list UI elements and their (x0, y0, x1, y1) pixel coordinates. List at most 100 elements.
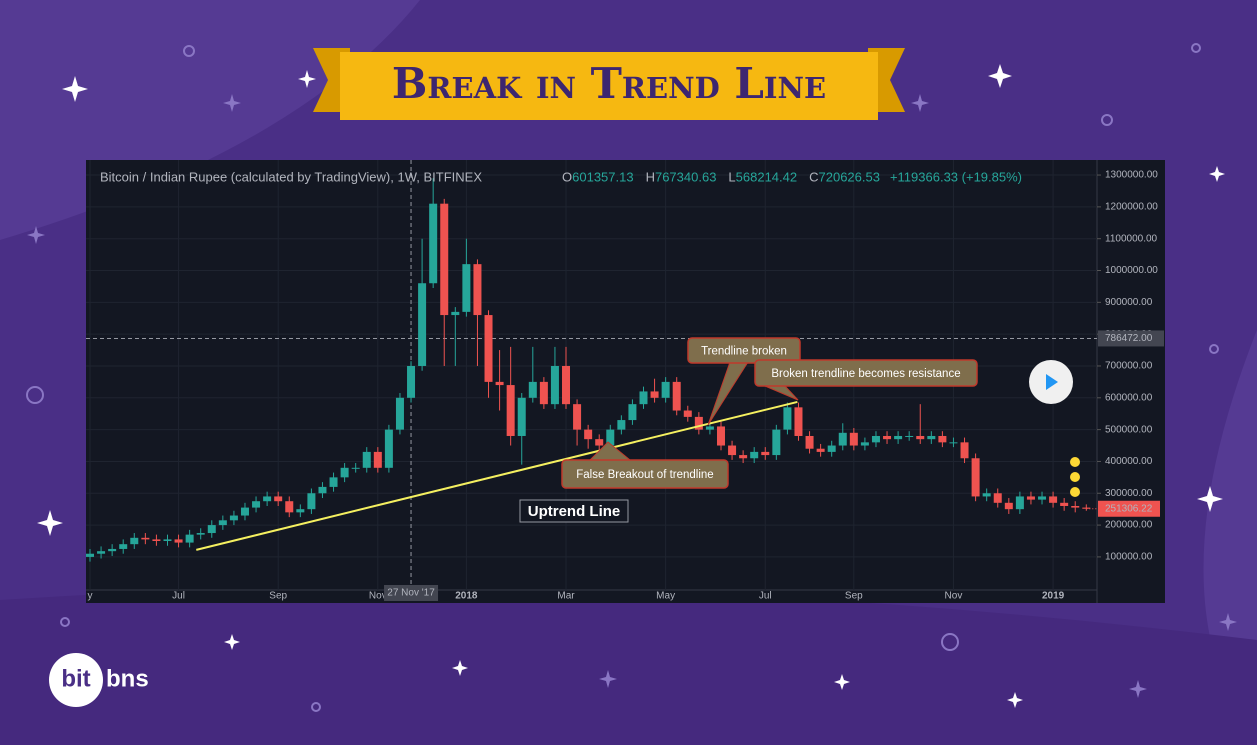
candle-body (1004, 502, 1013, 510)
candle-body (407, 365, 416, 398)
ohlc-key: H (646, 169, 655, 184)
y-tick-label: 500000.00 (1105, 424, 1153, 435)
candle-body (949, 442, 958, 444)
candle-body (794, 407, 803, 436)
candle-body (1026, 496, 1035, 500)
candle-body (606, 429, 615, 446)
candle-body (318, 486, 327, 494)
y-tick-label: 900000.00 (1105, 297, 1153, 308)
candle-body (927, 435, 936, 440)
candle-body (938, 435, 947, 443)
candle-body (849, 432, 858, 446)
stars (37, 64, 1225, 708)
last-price-label: 251306.22 (1105, 503, 1153, 514)
candle-body (761, 451, 770, 456)
candle-body (163, 539, 172, 541)
y-tick-label: 600000.00 (1105, 392, 1153, 403)
candle-body (130, 537, 139, 545)
candle-body (739, 455, 748, 459)
candle-body (617, 420, 626, 430)
logo-badge (49, 653, 103, 707)
dot (1070, 472, 1080, 482)
x-tick-label: Sep (845, 591, 863, 602)
candle-body (185, 534, 194, 543)
candle-body (905, 435, 914, 437)
chart-panel (86, 160, 1165, 603)
x-tick-label: Nov (945, 591, 963, 602)
candle-body (883, 435, 892, 440)
ohlc-value: 568214.42 (736, 169, 797, 184)
candle-body (506, 385, 515, 436)
candle-body (916, 435, 925, 440)
candle-body (661, 381, 670, 398)
y-tick-label: 1200000.00 (1105, 202, 1158, 213)
x-tick-label: Sep (269, 591, 287, 602)
candle-body (827, 445, 836, 452)
bg-shape (0, 586, 1257, 745)
candle-body (1038, 496, 1047, 500)
candle-body (119, 544, 128, 549)
y-tick-label: 200000.00 (1105, 520, 1153, 531)
candle-body (484, 315, 493, 382)
candle-body (462, 264, 471, 312)
chart: 100000.00 200000.00 300000.00 400000.00 5000… (86, 160, 1164, 602)
candle-body (650, 391, 659, 398)
ribbon (340, 52, 878, 120)
candle-body (971, 458, 980, 497)
candle-body (108, 548, 117, 552)
candle-body (274, 496, 283, 502)
last-price-box (1098, 500, 1160, 517)
candle-body (86, 553, 94, 557)
candle-body (1049, 496, 1058, 503)
ohlc-key: O (562, 169, 572, 184)
callout-text: Broken trendline becomes resistance (771, 368, 960, 380)
ohlc-value: 720626.53 (819, 169, 880, 184)
candle-body (152, 539, 161, 541)
candle-body (894, 435, 903, 440)
candle-body (539, 381, 548, 405)
candle-body (783, 407, 792, 430)
crosshair-date-box (384, 585, 439, 601)
candle-body (285, 501, 294, 513)
candle-body (1060, 502, 1069, 506)
x-tick-label: May (656, 591, 675, 602)
callout-text: Trendline broken (701, 346, 787, 358)
candle-body (816, 448, 825, 452)
ohlc-value: 767340.63 (655, 169, 716, 184)
candle-body (960, 442, 969, 459)
dot (1070, 487, 1080, 497)
candle-body (229, 515, 238, 521)
callout-box (561, 459, 729, 489)
ohlc-value: 601357.13 (572, 169, 633, 184)
callout-box (687, 337, 801, 364)
y-tick-label: 400000.00 (1105, 456, 1153, 467)
y-tick-label: 1300000.00 (1105, 170, 1158, 181)
candle-body (1082, 507, 1091, 509)
logo-part: bit (61, 665, 90, 692)
candle-body (860, 442, 869, 446)
dot (1070, 457, 1080, 467)
x-tick-label: Nov (369, 591, 387, 602)
candle-body (218, 520, 227, 526)
candle-body (982, 493, 991, 497)
candle-body (373, 451, 382, 468)
candle-body (240, 507, 249, 516)
y-tick-label: 1100000.00 (1105, 233, 1158, 244)
candle-body (683, 410, 692, 417)
candle-body (329, 477, 338, 487)
candle-body (628, 404, 637, 421)
candle-body (429, 203, 438, 284)
candle-body (362, 451, 371, 468)
stars-dim (27, 94, 1237, 698)
candle-body (495, 381, 504, 386)
candle-body (440, 203, 449, 316)
x-tick-label: Jul (759, 591, 772, 602)
uptrend-label: Uptrend Line (528, 503, 621, 520)
candle-body (728, 445, 737, 456)
candle-body (573, 404, 582, 430)
candle-body (672, 381, 681, 411)
candle-body (694, 416, 703, 430)
candle-body (207, 525, 216, 534)
candle-body (384, 429, 393, 468)
y-tick-label: 700000.00 (1105, 361, 1153, 372)
